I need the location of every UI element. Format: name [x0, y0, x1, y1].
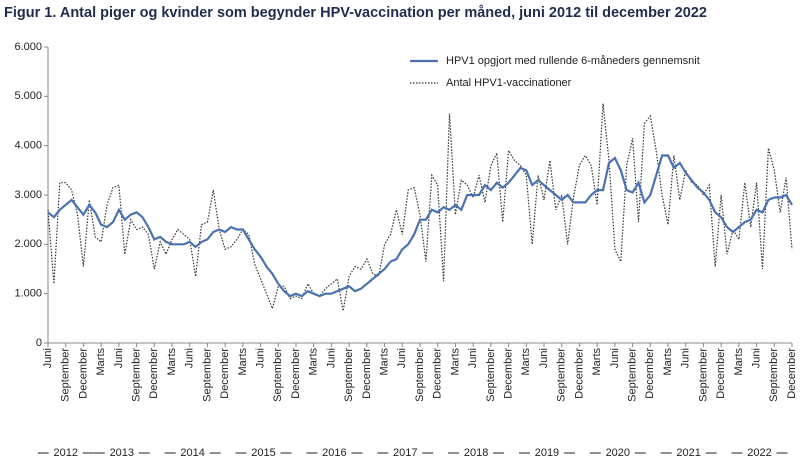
x-tick-label: September [556, 348, 568, 402]
y-tick-label: 5.000 [14, 90, 42, 102]
x-tick-label: Juni [113, 348, 125, 368]
x-tick-label: December [290, 348, 302, 399]
x-tick-label: Juni [538, 348, 550, 368]
x-tick-label: December [573, 348, 585, 399]
x-tick-label: December [77, 348, 89, 399]
x-tick-label: Marts [449, 348, 461, 376]
y-tick-label: 1.000 [14, 288, 42, 300]
x-group-label: 2018 [464, 447, 488, 459]
x-tick-label: September [343, 348, 355, 402]
x-tick-label: Juni [325, 348, 337, 368]
x-tick-label: December [432, 348, 444, 399]
y-tick-label: 2.000 [14, 238, 42, 250]
legend-label: HPV1 opgjort med rullende 6-måneders gen… [446, 55, 700, 67]
x-tick-label: Juni [396, 348, 408, 368]
y-tick-label: 0 [36, 337, 42, 349]
x-tick-label: Marts [308, 348, 320, 376]
y-tick-label: 3.000 [14, 189, 42, 201]
x-group-label: 2020 [606, 447, 630, 459]
x-tick-label: Marts [520, 348, 532, 376]
x-tick-label: December [715, 348, 727, 399]
x-tick-label: December [502, 348, 514, 399]
x-tick-label: December [219, 348, 231, 399]
x-group-label: 2015 [251, 447, 275, 459]
x-group-label: 2016 [322, 447, 346, 459]
x-tick-label: Marts [95, 348, 107, 376]
x-tick-label: December [786, 348, 798, 399]
x-tick-label: Juni [467, 348, 479, 368]
x-tick-label: Juni [750, 348, 762, 368]
x-group-label: 2017 [393, 447, 417, 459]
x-tick-label: Marts [166, 348, 178, 376]
x-tick-label: September [697, 348, 709, 402]
x-tick-label: Marts [662, 348, 674, 376]
x-group-label: 2012 [53, 447, 77, 459]
x-group-label: 2021 [676, 447, 700, 459]
x-group-label: 2022 [747, 447, 771, 459]
x-tick-label: Marts [378, 348, 390, 376]
y-tick-label: 4.000 [14, 140, 42, 152]
legend-label: Antal HPV1-vaccinationer [446, 77, 572, 89]
x-tick-label: Marts [237, 348, 249, 376]
x-tick-label: December [148, 348, 160, 399]
x-tick-label: Juni [680, 348, 692, 368]
x-group-label: 2014 [180, 447, 204, 459]
series-line [47, 103, 793, 312]
x-tick-label: September [201, 348, 213, 402]
x-tick-label: September [272, 348, 284, 402]
x-tick-label: September [768, 348, 780, 402]
x-tick-label: December [644, 348, 656, 399]
x-group-label: 2019 [535, 447, 559, 459]
x-tick-label: December [361, 348, 373, 399]
chart-title: Figur 1. Antal piger og kvinder som begy… [4, 5, 707, 21]
x-tick-label: Marts [591, 348, 603, 376]
y-tick-label: 6.000 [14, 41, 42, 53]
x-tick-label: Juni [184, 348, 196, 368]
x-tick-label: Marts [733, 348, 745, 376]
x-tick-label: September [626, 348, 638, 402]
x-tick-label: September [414, 348, 426, 402]
series-line [47, 154, 793, 298]
x-tick-label: September [485, 348, 497, 402]
x-tick-label: September [130, 348, 142, 402]
x-tick-label: Juni [254, 348, 266, 368]
x-tick-label: Juni [42, 348, 54, 368]
x-tick-label: September [60, 348, 72, 402]
x-group-label: 2013 [110, 447, 134, 459]
x-tick-label: Juni [609, 348, 621, 368]
